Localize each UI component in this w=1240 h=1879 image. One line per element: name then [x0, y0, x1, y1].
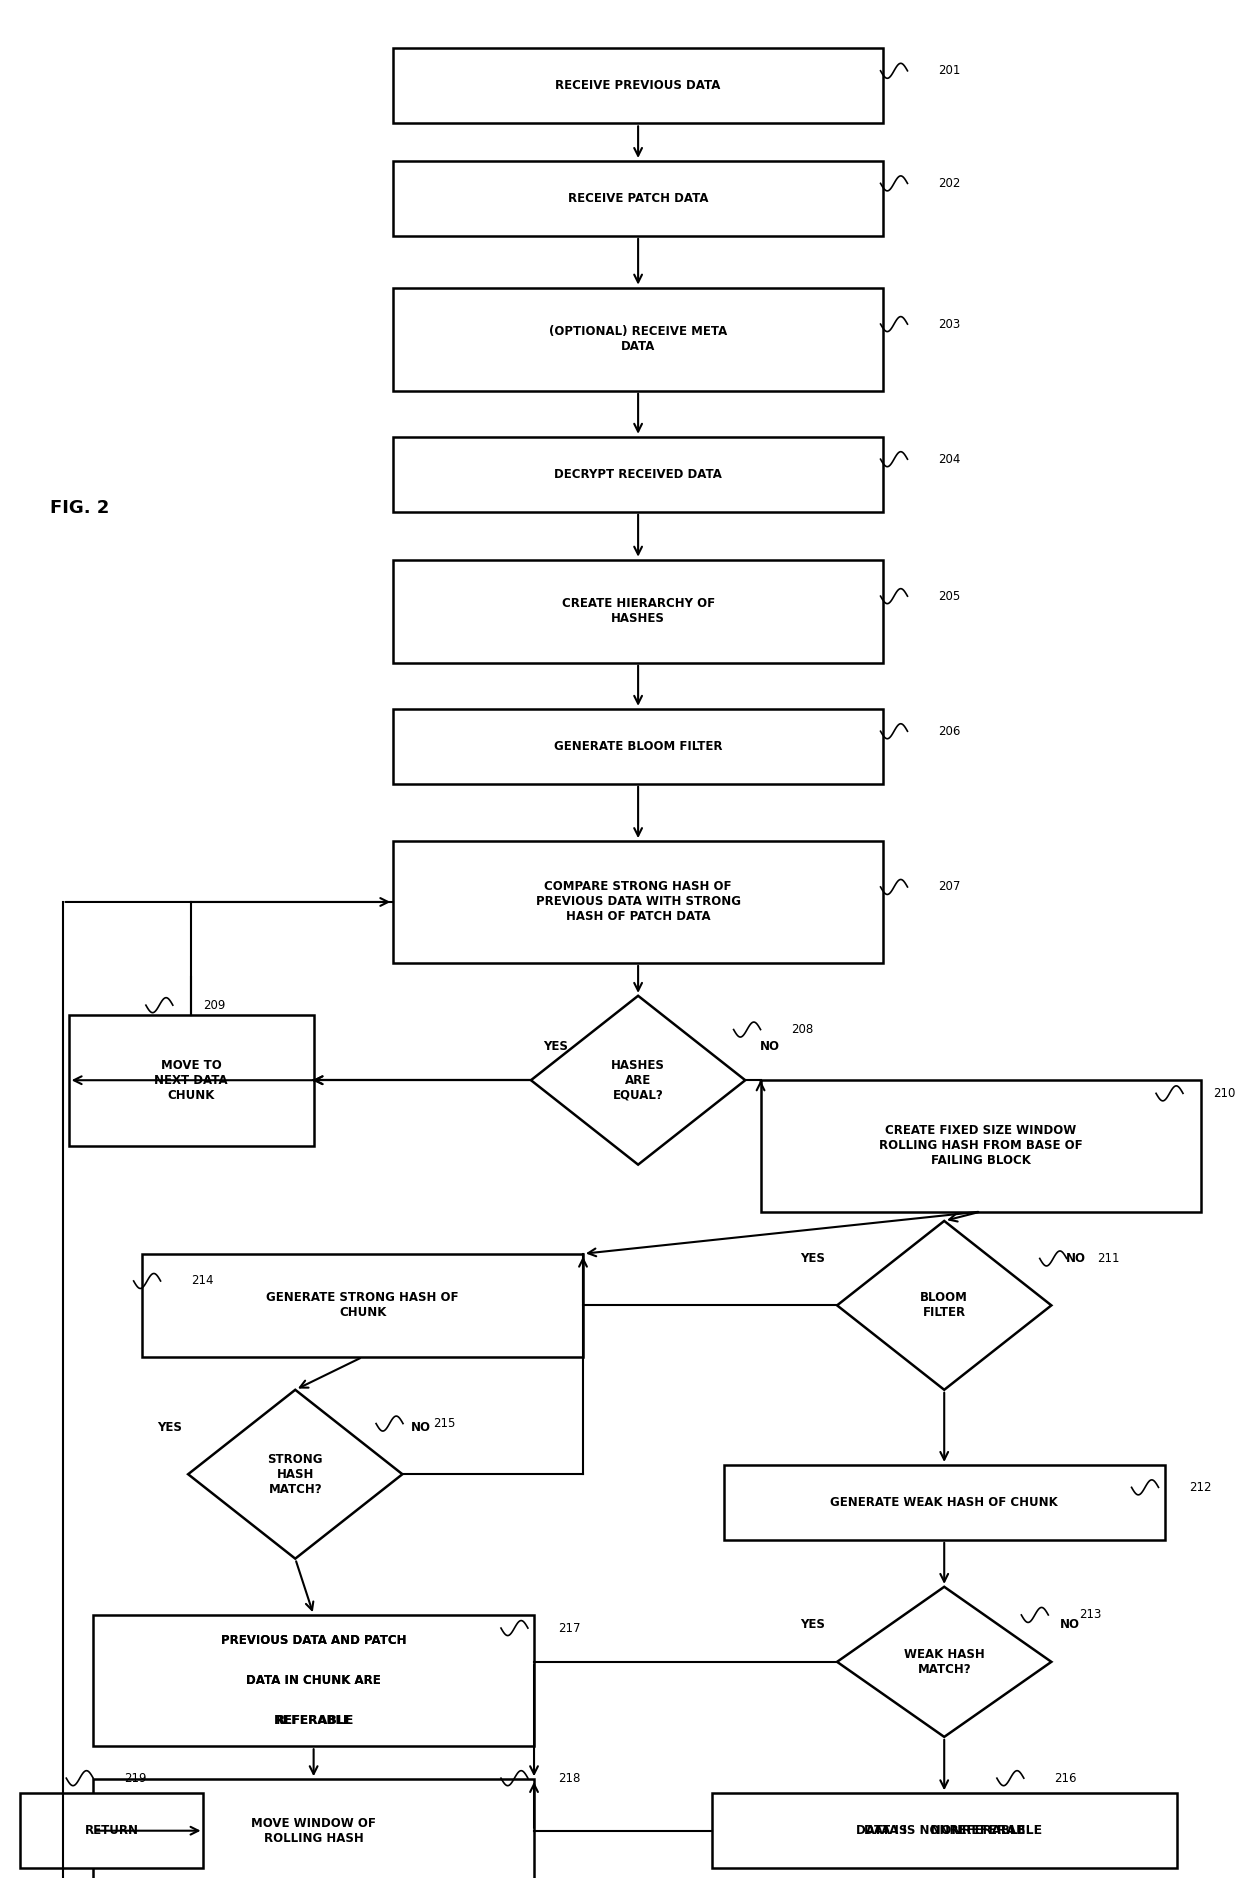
Text: STRONG
HASH
MATCH?: STRONG HASH MATCH? — [268, 1452, 322, 1496]
Text: 215: 215 — [434, 1417, 456, 1430]
Text: PREVIOUS DATA AND PATCH: PREVIOUS DATA AND PATCH — [221, 1635, 407, 1648]
Text: 209: 209 — [203, 998, 226, 1011]
Text: 201: 201 — [939, 64, 961, 77]
Text: 213: 213 — [1079, 1608, 1101, 1622]
Text: NONREFERABLE: NONREFERABLE — [926, 1825, 1042, 1838]
FancyBboxPatch shape — [393, 287, 883, 391]
FancyBboxPatch shape — [760, 1080, 1202, 1212]
Polygon shape — [837, 1586, 1052, 1736]
Text: DATA IS: DATA IS — [856, 1825, 908, 1838]
Text: DATA IS NONREFERABLE: DATA IS NONREFERABLE — [863, 1825, 1025, 1838]
Text: GENERATE WEAK HASH OF CHUNK: GENERATE WEAK HASH OF CHUNK — [831, 1496, 1058, 1509]
Text: YES: YES — [157, 1421, 182, 1434]
Text: 206: 206 — [939, 725, 961, 738]
Text: 216: 216 — [1054, 1772, 1076, 1785]
Text: PREVIOUS DATA AND PATCH: PREVIOUS DATA AND PATCH — [221, 1635, 407, 1648]
FancyBboxPatch shape — [393, 560, 883, 663]
Text: MOVE TO
NEXT DATA
CHUNK: MOVE TO NEXT DATA CHUNK — [154, 1058, 228, 1101]
FancyBboxPatch shape — [712, 1793, 1177, 1868]
Text: 219: 219 — [124, 1772, 146, 1785]
FancyBboxPatch shape — [393, 708, 883, 784]
Text: GENERATE STRONG HASH OF
CHUNK: GENERATE STRONG HASH OF CHUNK — [267, 1291, 459, 1319]
FancyBboxPatch shape — [724, 1466, 1164, 1541]
Text: WEAK HASH
MATCH?: WEAK HASH MATCH? — [904, 1648, 985, 1676]
Text: 202: 202 — [939, 177, 961, 190]
Text: REFERABLE: REFERABLE — [274, 1714, 353, 1727]
Text: YES: YES — [543, 1039, 568, 1052]
Text: NO: NO — [410, 1421, 430, 1434]
Text: DATA IN CHUNK ARE: DATA IN CHUNK ARE — [247, 1674, 381, 1687]
Text: 208: 208 — [791, 1022, 813, 1035]
Text: 218: 218 — [558, 1772, 580, 1785]
FancyBboxPatch shape — [93, 1779, 534, 1879]
Text: RECEIVE PREVIOUS DATA: RECEIVE PREVIOUS DATA — [556, 79, 720, 92]
Polygon shape — [837, 1221, 1052, 1390]
FancyBboxPatch shape — [393, 842, 883, 962]
FancyBboxPatch shape — [20, 1793, 203, 1868]
Text: DECRYPT RECEIVED DATA: DECRYPT RECEIVED DATA — [554, 468, 722, 481]
Text: HASHES
ARE
EQUAL?: HASHES ARE EQUAL? — [611, 1058, 665, 1101]
Text: 204: 204 — [939, 453, 961, 466]
Text: DATA IN CHUNK ARE: DATA IN CHUNK ARE — [247, 1674, 381, 1687]
Text: COMPARE STRONG HASH OF
PREVIOUS DATA WITH STRONG
HASH OF PATCH DATA: COMPARE STRONG HASH OF PREVIOUS DATA WIT… — [536, 881, 740, 923]
Text: GENERATE BLOOM FILTER: GENERATE BLOOM FILTER — [554, 740, 723, 753]
Text: 214: 214 — [191, 1274, 213, 1287]
Text: NO: NO — [1060, 1618, 1080, 1631]
Text: BLOOM
FILTER: BLOOM FILTER — [920, 1291, 968, 1319]
Text: 210: 210 — [1214, 1086, 1236, 1099]
Text: 203: 203 — [939, 318, 960, 331]
Text: CREATE FIXED SIZE WINDOW
ROLLING HASH FROM BASE OF
FAILING BLOCK: CREATE FIXED SIZE WINDOW ROLLING HASH FR… — [879, 1124, 1083, 1167]
Text: YES: YES — [800, 1618, 825, 1631]
Text: 217: 217 — [558, 1622, 582, 1635]
FancyBboxPatch shape — [68, 1015, 314, 1146]
Text: 205: 205 — [939, 590, 960, 603]
Text: RECEIVE PATCH DATA: RECEIVE PATCH DATA — [568, 192, 708, 205]
Text: FIG. 2: FIG. 2 — [51, 500, 110, 517]
FancyBboxPatch shape — [393, 49, 883, 124]
Text: 212: 212 — [1189, 1481, 1211, 1494]
Text: NO: NO — [760, 1039, 780, 1052]
Text: REFERABLE: REFERABLE — [275, 1714, 352, 1727]
Text: RETURN: RETURN — [84, 1825, 139, 1838]
Text: 207: 207 — [939, 881, 961, 894]
Polygon shape — [531, 996, 745, 1165]
Text: YES: YES — [800, 1251, 825, 1265]
Text: NO: NO — [1066, 1251, 1086, 1265]
FancyBboxPatch shape — [93, 1614, 534, 1746]
Polygon shape — [188, 1390, 403, 1560]
Text: MOVE WINDOW OF
ROLLING HASH: MOVE WINDOW OF ROLLING HASH — [252, 1817, 376, 1845]
FancyBboxPatch shape — [393, 436, 883, 511]
Text: CREATE HIERARCHY OF
HASHES: CREATE HIERARCHY OF HASHES — [562, 598, 714, 626]
FancyBboxPatch shape — [143, 1253, 583, 1357]
Text: (OPTIONAL) RECEIVE META
DATA: (OPTIONAL) RECEIVE META DATA — [549, 325, 727, 353]
FancyBboxPatch shape — [393, 162, 883, 237]
Text: 211: 211 — [1097, 1251, 1120, 1265]
